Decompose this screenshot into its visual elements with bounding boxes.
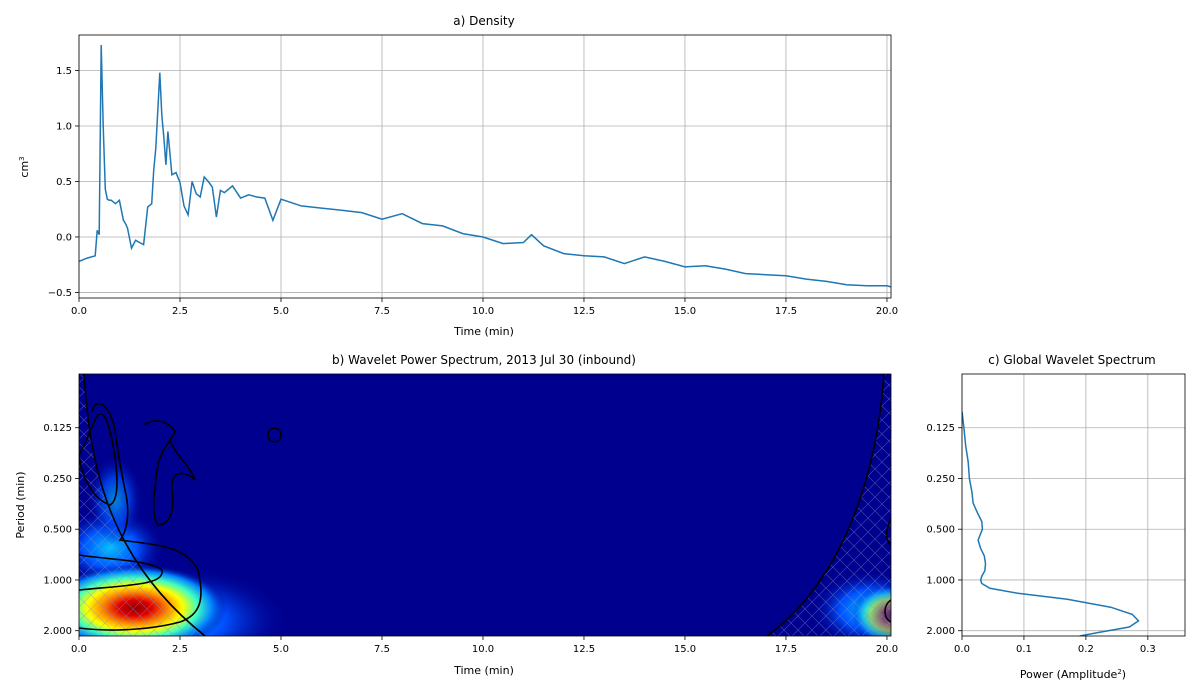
density-y-tick-label: −0.5 (48, 288, 72, 299)
global-wavelet-x-tick-label: 0.2 (1078, 644, 1094, 655)
global-wavelet-y-tick-label: 0.250 (926, 474, 955, 485)
density-x-tick-label: 0.0 (71, 306, 87, 317)
density-x-tick-label: 5.0 (273, 306, 289, 317)
wavelet-power-x-ticks: 0.0 2.5 5.0 7.5 10.0 12.5 15.0 17.5 20.0 (71, 636, 898, 655)
wavelet-power-y-tick-label: 0.500 (43, 525, 72, 536)
density-series-line (79, 44, 891, 288)
density-axes-frame (78, 34, 892, 299)
density-grid (78, 35, 891, 298)
global-wavelet-y-ticks: 0.125 0.250 0.500 1.000 2.000 (926, 423, 962, 637)
wavelet-power-panel: b) Wavelet Power Spectrum, 2013 Jul 30 (… (14, 353, 898, 677)
wavelet-power-x-tick-label: 12.5 (573, 644, 595, 655)
global-wavelet-x-tick-label: 0.1 (1016, 644, 1032, 655)
density-x-tick-label: 10.0 (472, 306, 494, 317)
global-wavelet-x-tick-label: 0.0 (954, 644, 970, 655)
density-y-ticks: −0.5 0.0 0.5 1.0 1.5 (48, 66, 79, 299)
global-wavelet-x-ticks: 0.0 0.1 0.2 0.3 (954, 636, 1156, 655)
global-wavelet-y-tick-label: 0.500 (926, 525, 955, 536)
density-y-tick-label: 1.0 (56, 121, 72, 132)
global-wavelet-y-tick-label: 0.125 (926, 423, 955, 434)
density-y-label: cm3 (18, 156, 31, 177)
global-wavelet-y-tick-label: 2.000 (926, 626, 955, 637)
wavelet-power-axes-frame (78, 373, 892, 637)
global-wavelet-y-tick-label: 1.000 (926, 575, 955, 586)
wavelet-power-x-label: Time (min) (453, 664, 514, 677)
density-title: a) Density (453, 14, 514, 28)
density-x-tick-label: 7.5 (374, 306, 390, 317)
density-x-label: Time (min) (453, 325, 514, 338)
wavelet-power-x-tick-label: 10.0 (472, 644, 494, 655)
wavelet-power-x-tick-label: 20.0 (876, 644, 898, 655)
density-y-tick-label: 0.0 (56, 232, 72, 243)
wavelet-power-x-tick-label: 7.5 (374, 644, 390, 655)
wavelet-power-y-label: Period (min) (14, 471, 27, 538)
density-y-tick-label: 0.5 (56, 177, 72, 188)
density-panel: a) Density 0.0 2.5 5.0 7.5 10.0 12.5 15.0 17.5 2… (18, 14, 898, 338)
wavelet-power-title: b) Wavelet Power Spectrum, 2013 Jul 30 (… (332, 353, 636, 367)
density-x-tick-label: 17.5 (775, 306, 797, 317)
wavelet-power-x-tick-label: 15.0 (674, 644, 696, 655)
wavelet-power-heatmap (79, 374, 891, 636)
wavelet-power-x-tick-label: 0.0 (71, 644, 87, 655)
global-wavelet-title: c) Global Wavelet Spectrum (988, 353, 1156, 367)
wavelet-power-y-tick-label: 0.250 (43, 474, 72, 485)
wavelet-power-y-ticks: 0.125 0.250 0.500 1.000 2.000 (43, 423, 79, 637)
wavelet-power-y-tick-label: 2.000 (43, 626, 72, 637)
wavelet-power-y-tick-label: 0.125 (43, 423, 72, 434)
density-x-tick-label: 12.5 (573, 306, 595, 317)
global-wavelet-series-line (962, 411, 1140, 636)
wavelet-power-y-tick-label: 1.000 (43, 575, 72, 586)
wavelet-power-x-tick-label: 17.5 (775, 644, 797, 655)
density-x-tick-label: 2.5 (172, 306, 188, 317)
wavelet-power-x-tick-label: 5.0 (273, 644, 289, 655)
density-y-tick-label: 1.5 (56, 66, 72, 77)
global-wavelet-grid (961, 374, 1185, 636)
global-wavelet-panel: c) Global Wavelet Spectrum 0.0 0.1 0.2 0.3 … (926, 353, 1186, 681)
density-x-tick-label: 15.0 (674, 306, 696, 317)
global-wavelet-x-tick-label: 0.3 (1140, 644, 1156, 655)
global-wavelet-axes-frame (961, 373, 1186, 637)
wavelet-power-x-tick-label: 2.5 (172, 644, 188, 655)
density-x-tick-label: 20.0 (876, 306, 898, 317)
global-wavelet-x-label: Power (Amplitude2) (1020, 668, 1126, 681)
density-x-ticks: 0.0 2.5 5.0 7.5 10.0 12.5 15.0 17.5 20.0 (71, 298, 898, 317)
